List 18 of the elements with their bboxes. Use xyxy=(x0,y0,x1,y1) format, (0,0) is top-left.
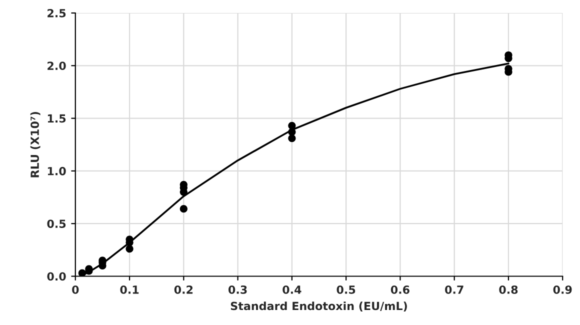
y-tick-label: 0.5 xyxy=(47,220,66,228)
y-tick-label: 0.0 xyxy=(47,272,66,281)
x-axis-title: Standard Endotoxin (EU/mL) xyxy=(230,302,407,312)
x-tick-label: 0.9 xyxy=(553,285,572,294)
y-tick-label: 2.5 xyxy=(48,8,66,18)
y-axis-title: RLU (X10⁷) xyxy=(30,112,40,178)
y-tick-label: 2.0 xyxy=(48,62,66,70)
x-tick-label: 0 xyxy=(72,285,79,294)
x-tick-label: 0.5 xyxy=(336,285,356,294)
y-tick-label: 1.0 xyxy=(48,166,66,176)
x-tick-label: 0.6 xyxy=(390,285,410,294)
x-tick-label: 0.3 xyxy=(228,285,247,294)
x-tick-label: 0.2 xyxy=(174,285,193,294)
x-tick-label: 0.7 xyxy=(445,285,464,294)
x-tick-label: 0.8 xyxy=(499,285,518,294)
x-tick-label: 0.4 xyxy=(282,285,302,294)
x-tick-label: 0.1 xyxy=(120,285,139,294)
y-tick-label: 1.5 xyxy=(48,114,66,123)
